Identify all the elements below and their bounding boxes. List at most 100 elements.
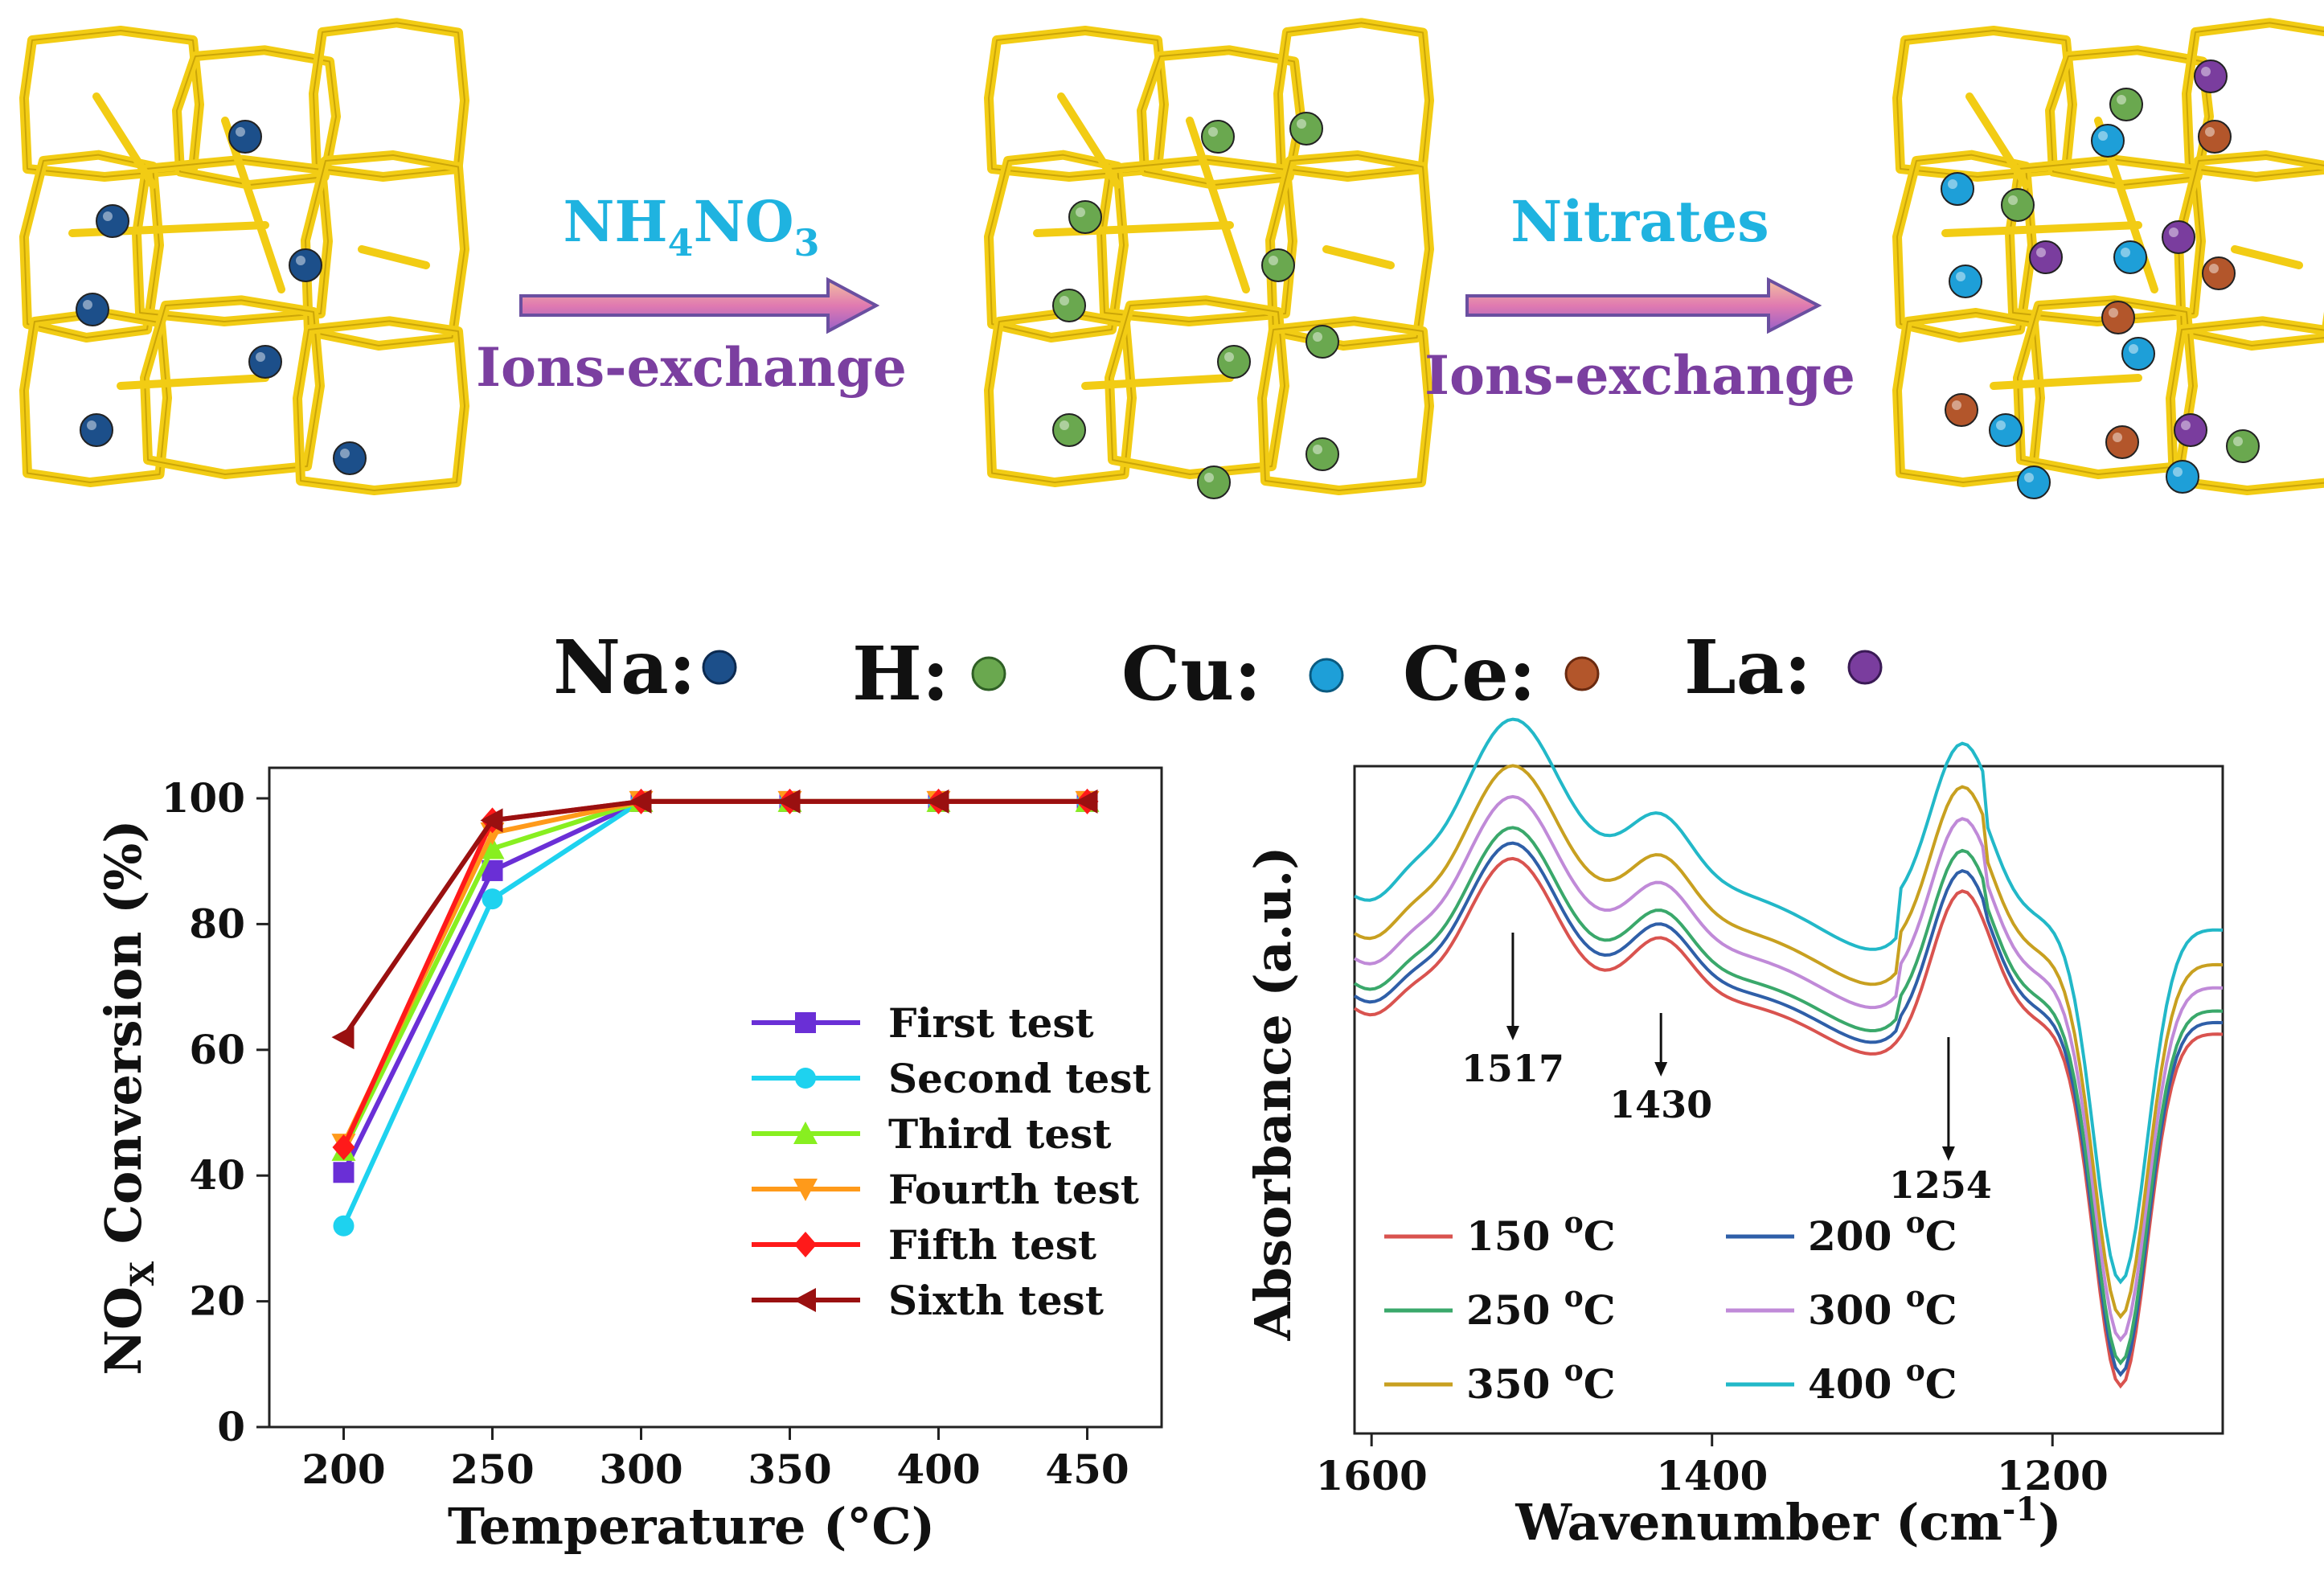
cation-highlight xyxy=(1060,420,1069,430)
cation-ball xyxy=(76,293,109,326)
cation-highlight xyxy=(2036,248,2046,257)
marker-triangle-left xyxy=(777,789,801,814)
chart2-annotations: 1517 1430 1254 xyxy=(1461,933,1992,1207)
chart2-xlabel: Wavenumber (cm-1) xyxy=(1514,1491,2061,1552)
cation-highlight xyxy=(2129,344,2138,354)
framework-bar xyxy=(92,92,157,189)
spectrum-line xyxy=(1354,794,2224,1343)
framework-cage-edge xyxy=(23,312,168,483)
framework-cage-edge xyxy=(2178,154,2324,347)
spectrum-line xyxy=(1353,841,2224,1377)
spectrum-line xyxy=(1353,826,2224,1366)
legend-cu-ball xyxy=(1309,658,1344,693)
marker-triangle-left xyxy=(629,789,652,814)
chart2-ylabel: Absorbance (a.u.) xyxy=(1244,847,1302,1342)
marker-triangle-left xyxy=(331,1025,355,1050)
ftir-spectra-chart: 1600 1400 1200 1517 1430 1254 150 oC 200 oC 25… xyxy=(1244,717,2224,1552)
process-label-2: Ions-exchange xyxy=(1424,344,1855,407)
framework-bar xyxy=(1941,221,2142,237)
legend-label: 250 oC xyxy=(1466,1280,1616,1334)
legend-cu-label: Cu: xyxy=(1121,630,1261,717)
cation-highlight xyxy=(1204,473,1214,482)
y-tick-label: 80 xyxy=(189,900,245,947)
cation-highlight xyxy=(2121,248,2130,257)
marker-triangle-left xyxy=(793,1288,816,1312)
cation-highlight xyxy=(1224,352,1234,362)
framework-bar xyxy=(1186,117,1250,293)
y-tick-label: 100 xyxy=(162,774,245,822)
cation-ball xyxy=(2162,220,2195,254)
marker-triangle-left xyxy=(926,789,949,814)
x-tick-label: 200 xyxy=(301,1446,385,1493)
cation-highlight xyxy=(2117,95,2126,105)
legend-label: Third test xyxy=(888,1110,1111,1158)
marker-triangle-down xyxy=(793,1179,818,1201)
cation-ball xyxy=(1289,112,1323,146)
cation-ball xyxy=(2226,429,2260,463)
cation-ball xyxy=(2113,240,2147,274)
zeolite-framework-mixed xyxy=(1892,18,2324,499)
cation-highlight xyxy=(1208,127,1218,137)
cation-ball xyxy=(2194,59,2228,93)
framework-cage-edge xyxy=(2009,158,2202,322)
legend-h-label: H: xyxy=(852,630,949,717)
legend-label: Fifth test xyxy=(888,1221,1096,1269)
legend-label: Second test xyxy=(888,1055,1151,1102)
cation-highlight xyxy=(2024,473,2034,482)
legend-na-label: Na: xyxy=(553,624,696,711)
nox-conversion-chart: 200 250 300 350 400 450 0 20 40 60 80 100 First tes… xyxy=(94,766,1163,1556)
legend-label: 200 oC xyxy=(1808,1206,1957,1260)
arrow-shape-2 xyxy=(1465,277,1822,334)
framework-cage-edge xyxy=(2170,320,2324,491)
annotation-label: 1254 xyxy=(1889,1163,1992,1207)
cation-highlight xyxy=(2113,433,2122,442)
annotation-label: 1430 xyxy=(1609,1083,1712,1126)
legend-ce-ball xyxy=(1564,656,1600,691)
chart2-frame xyxy=(1353,765,2224,1435)
reagent-label-1: NH4NO3 xyxy=(563,188,819,265)
cation-highlight xyxy=(2181,420,2191,430)
cation-highlight xyxy=(296,256,305,265)
cation-ball xyxy=(1305,325,1339,359)
cation-ball xyxy=(1305,437,1339,471)
cation-highlight xyxy=(1313,332,1322,342)
x-tick-label: 250 xyxy=(450,1446,534,1493)
framework-cage-edge xyxy=(144,299,321,475)
spectrum-line xyxy=(1354,764,2224,1319)
cation-highlight xyxy=(2205,127,2215,137)
cation-highlight xyxy=(2008,195,2018,205)
cation-highlight xyxy=(103,211,113,221)
cation-highlight xyxy=(2173,467,2183,477)
framework-bar xyxy=(1033,221,1234,237)
marker-circle xyxy=(482,888,503,910)
cation-highlight xyxy=(1297,119,1306,129)
framework-cage-edge xyxy=(1109,299,1285,475)
y-tick-label: 40 xyxy=(189,1151,245,1199)
cation-ball xyxy=(80,413,113,447)
framework-cage-edge xyxy=(297,320,465,491)
zeolite-framework-na xyxy=(19,18,469,495)
legend-la-label: La: xyxy=(1684,624,1811,711)
chart1-ticks: 200 250 300 350 400 450 0 20 40 60 80 100 xyxy=(162,774,1129,1493)
reagent-label-2: Nitrates xyxy=(1510,188,1769,255)
marker-triangle-up xyxy=(480,836,505,859)
legend-label: Sixth test xyxy=(888,1277,1104,1324)
framework-cage-edge xyxy=(1896,154,2033,338)
cation-highlight xyxy=(2209,264,2219,273)
cation-highlight xyxy=(1313,445,1322,454)
legend-label: 300 oC xyxy=(1808,1280,1957,1334)
framework-cage-edge xyxy=(1101,158,1293,322)
framework-cage-edge xyxy=(136,158,329,322)
cation-highlight xyxy=(2233,437,2243,446)
chart1-ylabel: NOX Conversion (%) xyxy=(94,819,162,1375)
arrow-shape-1 xyxy=(519,277,880,334)
cation-ball xyxy=(1068,200,1102,234)
ion-exchange-arrow-1: NH4NO3 Ions-exchange xyxy=(476,188,907,399)
legend-h-ball xyxy=(971,656,1006,691)
legend-la-ball xyxy=(1847,650,1883,685)
spectrum-line xyxy=(1354,717,2224,1285)
cation-ball xyxy=(2174,413,2207,447)
framework-bar xyxy=(1990,374,2142,390)
cation-ball xyxy=(96,204,129,238)
cation-ball xyxy=(2121,337,2155,371)
